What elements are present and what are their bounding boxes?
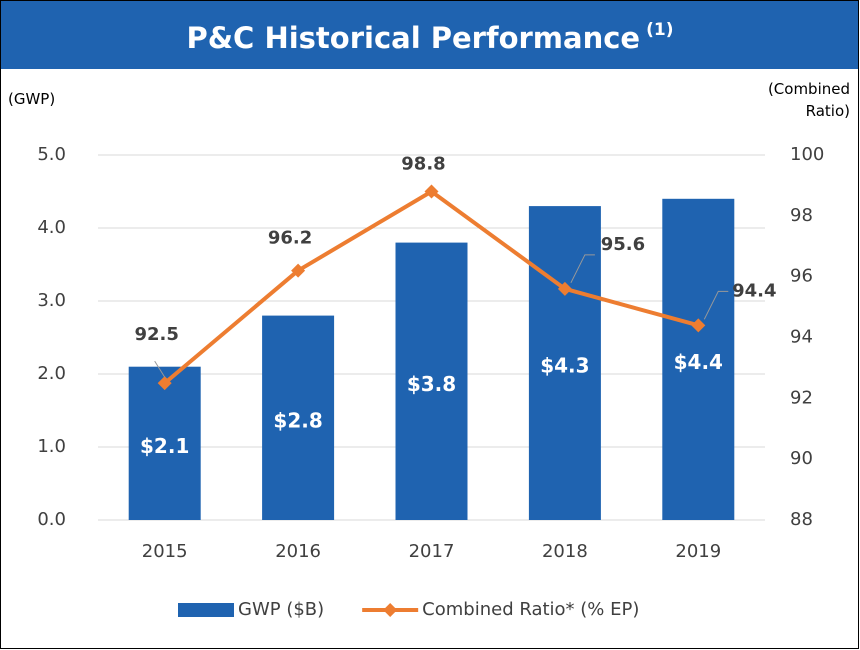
line-value-label: 94.4 [732, 280, 776, 301]
bar-value-label: $3.8 [407, 372, 456, 396]
y2-tick-label: 98 [790, 205, 813, 226]
bar [262, 315, 335, 520]
y2-tick-label: 96 [790, 266, 813, 287]
legend-label: Combined Ratio* (% EP) [422, 599, 639, 620]
y-tick-label: 3.0 [37, 290, 66, 311]
y-tick-label: 2.0 [37, 363, 66, 384]
y2-tick-label: 90 [790, 448, 813, 469]
title-banner [1, 1, 858, 69]
line-marker [291, 263, 306, 278]
x-tick-label: 2019 [675, 541, 721, 562]
bar [528, 206, 601, 520]
y-tick-label: 1.0 [37, 436, 66, 457]
bar-value-label: $2.1 [140, 434, 189, 458]
y2-tick-label: 88 [790, 509, 813, 530]
bar [128, 366, 201, 520]
x-tick-label: 2015 [142, 541, 188, 562]
legend-swatch [178, 603, 234, 617]
line-marker [157, 376, 172, 391]
line-marker [424, 184, 439, 199]
bar-value-label: $4.3 [540, 354, 589, 378]
leader-line [703, 290, 729, 320]
x-tick-label: 2018 [542, 541, 588, 562]
leader-line [154, 360, 166, 378]
y-axis-label: (GWP) [8, 90, 56, 108]
line-marker [557, 281, 572, 296]
line-value-label: 98.8 [401, 154, 445, 175]
y2-tick-label: 100 [790, 144, 824, 165]
line-marker [691, 318, 706, 333]
legend-label: GWP ($B) [238, 599, 324, 620]
leader-line [570, 254, 595, 284]
y-tick-label: 0.0 [37, 509, 66, 530]
line-value-label: 92.5 [134, 324, 178, 345]
line-value-label: 95.6 [601, 234, 645, 255]
x-tick-label: 2016 [275, 541, 321, 562]
bar [662, 198, 735, 521]
y-tick-label: 5.0 [37, 144, 66, 165]
y2-tick-label: 94 [790, 327, 813, 348]
title-note: (1) [646, 20, 673, 40]
y-tick-label: 4.0 [37, 217, 66, 238]
bar [395, 242, 468, 520]
chart-title: P&C Historical Performance [187, 21, 641, 55]
chart-title-group: P&C Historical Performance (1) [187, 20, 674, 55]
y2-tick-label: 92 [790, 387, 813, 408]
line-value-label: 96.2 [268, 228, 312, 249]
y2-axis-label: (Combined Ratio) [767, 80, 850, 120]
legend-marker [383, 603, 398, 617]
bar-value-label: $2.8 [273, 408, 322, 432]
bar-value-label: $4.4 [674, 350, 723, 374]
x-tick-label: 2017 [409, 541, 455, 562]
